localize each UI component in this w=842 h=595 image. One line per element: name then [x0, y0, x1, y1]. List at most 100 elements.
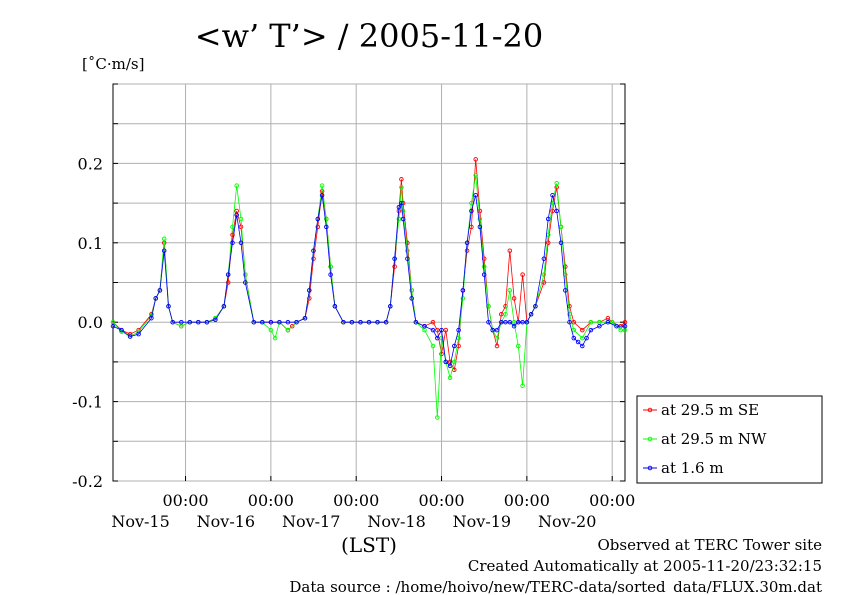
y-tick-label: 0.2	[78, 154, 103, 173]
legend-item: at 29.5 m NW	[643, 430, 767, 448]
data-point	[486, 319, 491, 325]
legend-swatch-marker	[647, 436, 653, 442]
data-point	[528, 312, 534, 317]
data-point	[161, 248, 167, 253]
x-tick-time: 00:00	[589, 491, 635, 510]
data-point	[388, 304, 393, 309]
data-point	[230, 232, 235, 238]
series-layer	[110, 157, 628, 420]
data-point	[285, 327, 291, 333]
data-point	[328, 272, 333, 277]
data-point	[238, 216, 244, 222]
data-point	[268, 319, 274, 325]
data-point	[452, 343, 457, 349]
data-point	[157, 288, 163, 293]
legend: at 29.5 m SE at 29.5 m NW at 1.6 m	[636, 395, 823, 484]
series-3	[110, 192, 628, 369]
footer-created: Created Automatically at 2005-11-20/23:3…	[468, 557, 822, 575]
x-tick-date: Nov-18	[367, 512, 425, 531]
data-point	[405, 248, 410, 253]
data-point	[443, 359, 449, 365]
data-point	[575, 339, 581, 345]
footer-observed: Observed at TERC Tower site	[597, 536, 822, 554]
data-point	[396, 204, 402, 210]
data-point	[541, 272, 547, 277]
legend-label: at 29.5 m NW	[661, 430, 767, 448]
legend-item: at 1.6 m	[643, 459, 724, 477]
data-point	[507, 319, 513, 325]
data-point	[260, 319, 265, 325]
data-point	[392, 264, 397, 269]
data-point	[460, 288, 466, 293]
x-tick-date: Nov-20	[538, 512, 596, 531]
data-point	[443, 327, 449, 333]
data-point	[400, 208, 406, 214]
data-point	[503, 319, 508, 325]
data-point	[439, 335, 444, 341]
data-point	[507, 248, 513, 253]
data-point	[399, 200, 404, 206]
data-point	[580, 343, 585, 349]
y-ticks: 0.2 0.1 0.0 -0.1 -0.2	[72, 154, 103, 491]
y-tick-label: -0.1	[72, 393, 103, 412]
data-point	[230, 240, 235, 246]
data-point	[545, 216, 551, 222]
footer-data-source: Data source : /home/hoivo/new/TERC-data/…	[289, 578, 822, 595]
x-tick-date: Nov-19	[453, 512, 511, 531]
data-point	[499, 312, 504, 317]
data-point	[349, 319, 355, 325]
data-point	[311, 248, 316, 253]
y-tick-label: 0.1	[78, 234, 103, 253]
legend-label: at 1.6 m	[661, 459, 724, 477]
data-point	[127, 331, 133, 337]
data-point	[375, 319, 380, 325]
data-point	[324, 224, 329, 230]
data-point	[597, 323, 602, 329]
data-point	[332, 304, 338, 309]
data-point	[533, 304, 538, 309]
data-point	[494, 327, 500, 333]
data-point	[622, 323, 628, 329]
data-point	[243, 280, 248, 285]
data-point	[541, 256, 547, 261]
data-point	[558, 240, 564, 246]
data-point	[447, 375, 453, 381]
data-point	[268, 327, 274, 333]
data-point	[435, 335, 440, 341]
x-tick-time: 00:00	[418, 491, 464, 510]
legend-swatch-marker	[647, 465, 653, 471]
data-point	[430, 327, 436, 333]
y-axis-unit: [˚C·m/s]	[82, 55, 144, 73]
data-point	[409, 288, 414, 293]
data-point	[358, 319, 363, 325]
x-ticks: 00:00 Nov-15 00:00 Nov-16 00:00 Nov-17 00:00 No…	[111, 491, 635, 531]
data-point	[520, 272, 525, 277]
x-tick-date: Nov-17	[282, 512, 340, 531]
data-point	[243, 272, 248, 277]
data-point	[319, 183, 325, 188]
data-point	[153, 296, 158, 301]
data-point	[516, 319, 521, 325]
x-axis-label: (LST)	[341, 533, 397, 557]
data-point	[490, 327, 495, 333]
data-point	[277, 319, 282, 325]
data-point	[238, 224, 244, 230]
series-line	[112, 195, 625, 367]
data-point	[366, 319, 372, 325]
data-point	[166, 304, 171, 309]
data-point	[439, 327, 444, 333]
data-point	[473, 173, 478, 178]
legend-label: at 29.5 m SE	[661, 401, 759, 419]
data-point	[127, 334, 133, 339]
data-point	[179, 319, 184, 325]
data-point	[456, 327, 461, 333]
data-point	[447, 363, 453, 369]
data-point	[554, 181, 559, 186]
data-point	[319, 192, 325, 198]
data-point	[119, 327, 124, 333]
data-point	[409, 296, 414, 301]
data-point	[580, 327, 585, 333]
data-point	[221, 304, 227, 309]
data-point	[315, 224, 321, 230]
x-tick-time: 00:00	[162, 491, 208, 510]
